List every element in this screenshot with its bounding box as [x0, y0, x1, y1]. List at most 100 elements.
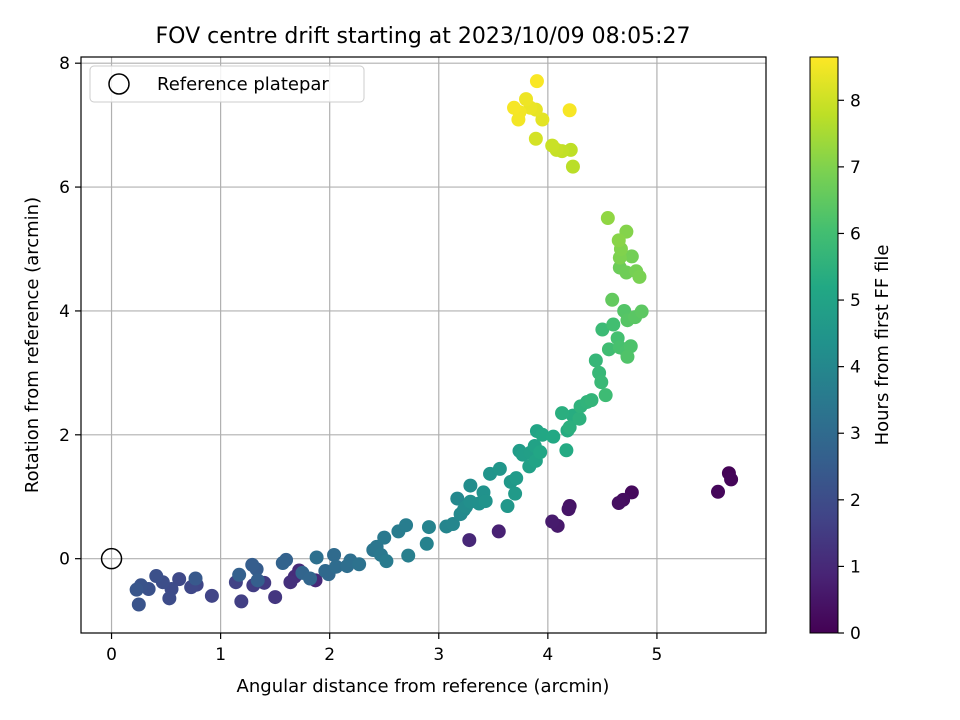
- data-point: [606, 317, 621, 332]
- x-axis-label: Angular distance from reference (arcmin): [237, 676, 610, 697]
- colorbar: [809, 56, 839, 634]
- x-tick-label: 1: [215, 645, 226, 665]
- legend-box: [89, 65, 365, 103]
- data-point: [711, 484, 726, 499]
- y-axis-label: Rotation from reference (arcmin): [22, 197, 43, 493]
- data-point: [588, 353, 603, 368]
- x-tick-label: 0: [106, 645, 117, 665]
- reference-marker-layer: [100, 547, 123, 570]
- data-point: [600, 211, 615, 226]
- data-point: [594, 375, 609, 390]
- legend-marker-icon: [108, 73, 130, 95]
- colorbar-tick-label: 6: [850, 224, 861, 244]
- y-tick-label: 0: [59, 550, 70, 570]
- data-point: [419, 536, 434, 551]
- colorbar-tick-label: 4: [850, 358, 861, 378]
- data-point: [545, 514, 560, 529]
- y-tick-label: 2: [59, 426, 70, 446]
- x-tick-label: 2: [324, 645, 335, 665]
- data-point: [399, 518, 414, 533]
- data-point: [724, 472, 739, 487]
- data-point: [232, 567, 247, 582]
- data-point: [445, 516, 460, 531]
- data-point: [611, 233, 626, 248]
- data-point: [620, 349, 635, 364]
- data-point: [605, 292, 620, 307]
- data-point: [519, 92, 534, 107]
- data-point: [632, 269, 647, 284]
- data-point: [598, 388, 613, 403]
- y-tick-label: 8: [59, 54, 70, 74]
- data-point: [329, 559, 344, 574]
- data-point: [204, 588, 219, 603]
- data-point: [463, 478, 478, 493]
- data-point: [584, 393, 599, 408]
- colorbar-label: Hours from first FF file: [872, 245, 893, 446]
- data-point: [546, 429, 561, 444]
- data-point: [511, 112, 526, 127]
- data-point: [421, 520, 436, 535]
- data-point: [528, 131, 543, 146]
- data-point: [624, 249, 639, 264]
- data-point: [634, 304, 649, 319]
- data-point: [572, 411, 587, 426]
- reference-platepar-marker: [100, 547, 123, 570]
- colorbar-tick-label: 5: [850, 291, 861, 311]
- colorbar-tick-label: 7: [850, 158, 861, 178]
- data-point: [611, 495, 626, 510]
- grid: [81, 57, 766, 633]
- data-point: [601, 342, 616, 357]
- data-point: [327, 547, 342, 562]
- data-point: [533, 445, 548, 460]
- data-point: [149, 569, 164, 584]
- legend: Reference platepar: [89, 65, 365, 103]
- data-point: [529, 74, 544, 89]
- colorbar-ticks: 0 1 2 3 4 5 6 7 8: [838, 91, 861, 644]
- data-point: [318, 564, 333, 579]
- data-point: [559, 443, 574, 458]
- data-point: [508, 486, 523, 501]
- data-point: [309, 550, 324, 565]
- data-point: [535, 112, 550, 127]
- data-point: [478, 494, 493, 509]
- data-point: [562, 103, 577, 118]
- chart-title: FOV centre drift starting at 2023/10/09 …: [156, 24, 691, 49]
- colorbar-tick-label: 1: [850, 557, 861, 577]
- data-point: [595, 322, 610, 337]
- data-point: [492, 461, 507, 476]
- colorbar-tick-label: 2: [850, 491, 861, 511]
- x-tick-label: 3: [433, 645, 444, 665]
- colorbar-tick-label: 0: [850, 624, 861, 644]
- data-point: [535, 427, 550, 442]
- data-point: [561, 502, 576, 517]
- y-tick-label: 6: [59, 178, 70, 198]
- data-point: [507, 100, 522, 115]
- data-point: [275, 556, 290, 571]
- data-point: [509, 471, 524, 486]
- plot-frame: [80, 56, 767, 634]
- data-point: [131, 597, 146, 612]
- data-point: [377, 530, 392, 545]
- data-point: [234, 594, 249, 609]
- colorbar-tick-label: 3: [850, 424, 861, 444]
- data-point: [303, 571, 318, 586]
- data-point: [129, 582, 144, 597]
- data-point: [188, 571, 203, 586]
- x-tick-label: 5: [652, 645, 663, 665]
- data-point: [545, 138, 560, 153]
- data-point: [352, 557, 367, 572]
- y-axis-ticks: 0 2 4 6 8: [59, 54, 81, 570]
- data-point: [250, 573, 265, 588]
- data-point: [268, 590, 283, 605]
- data-point: [555, 406, 570, 421]
- data-point: [623, 339, 638, 354]
- data-point: [172, 572, 187, 587]
- colorbar-tick-label: 8: [850, 91, 861, 111]
- y-tick-label: 4: [59, 302, 70, 322]
- data-point: [245, 557, 260, 572]
- data-point: [283, 575, 298, 590]
- data-point: [162, 591, 177, 606]
- data-point: [379, 554, 394, 569]
- legend-label: Reference platepar: [157, 74, 329, 95]
